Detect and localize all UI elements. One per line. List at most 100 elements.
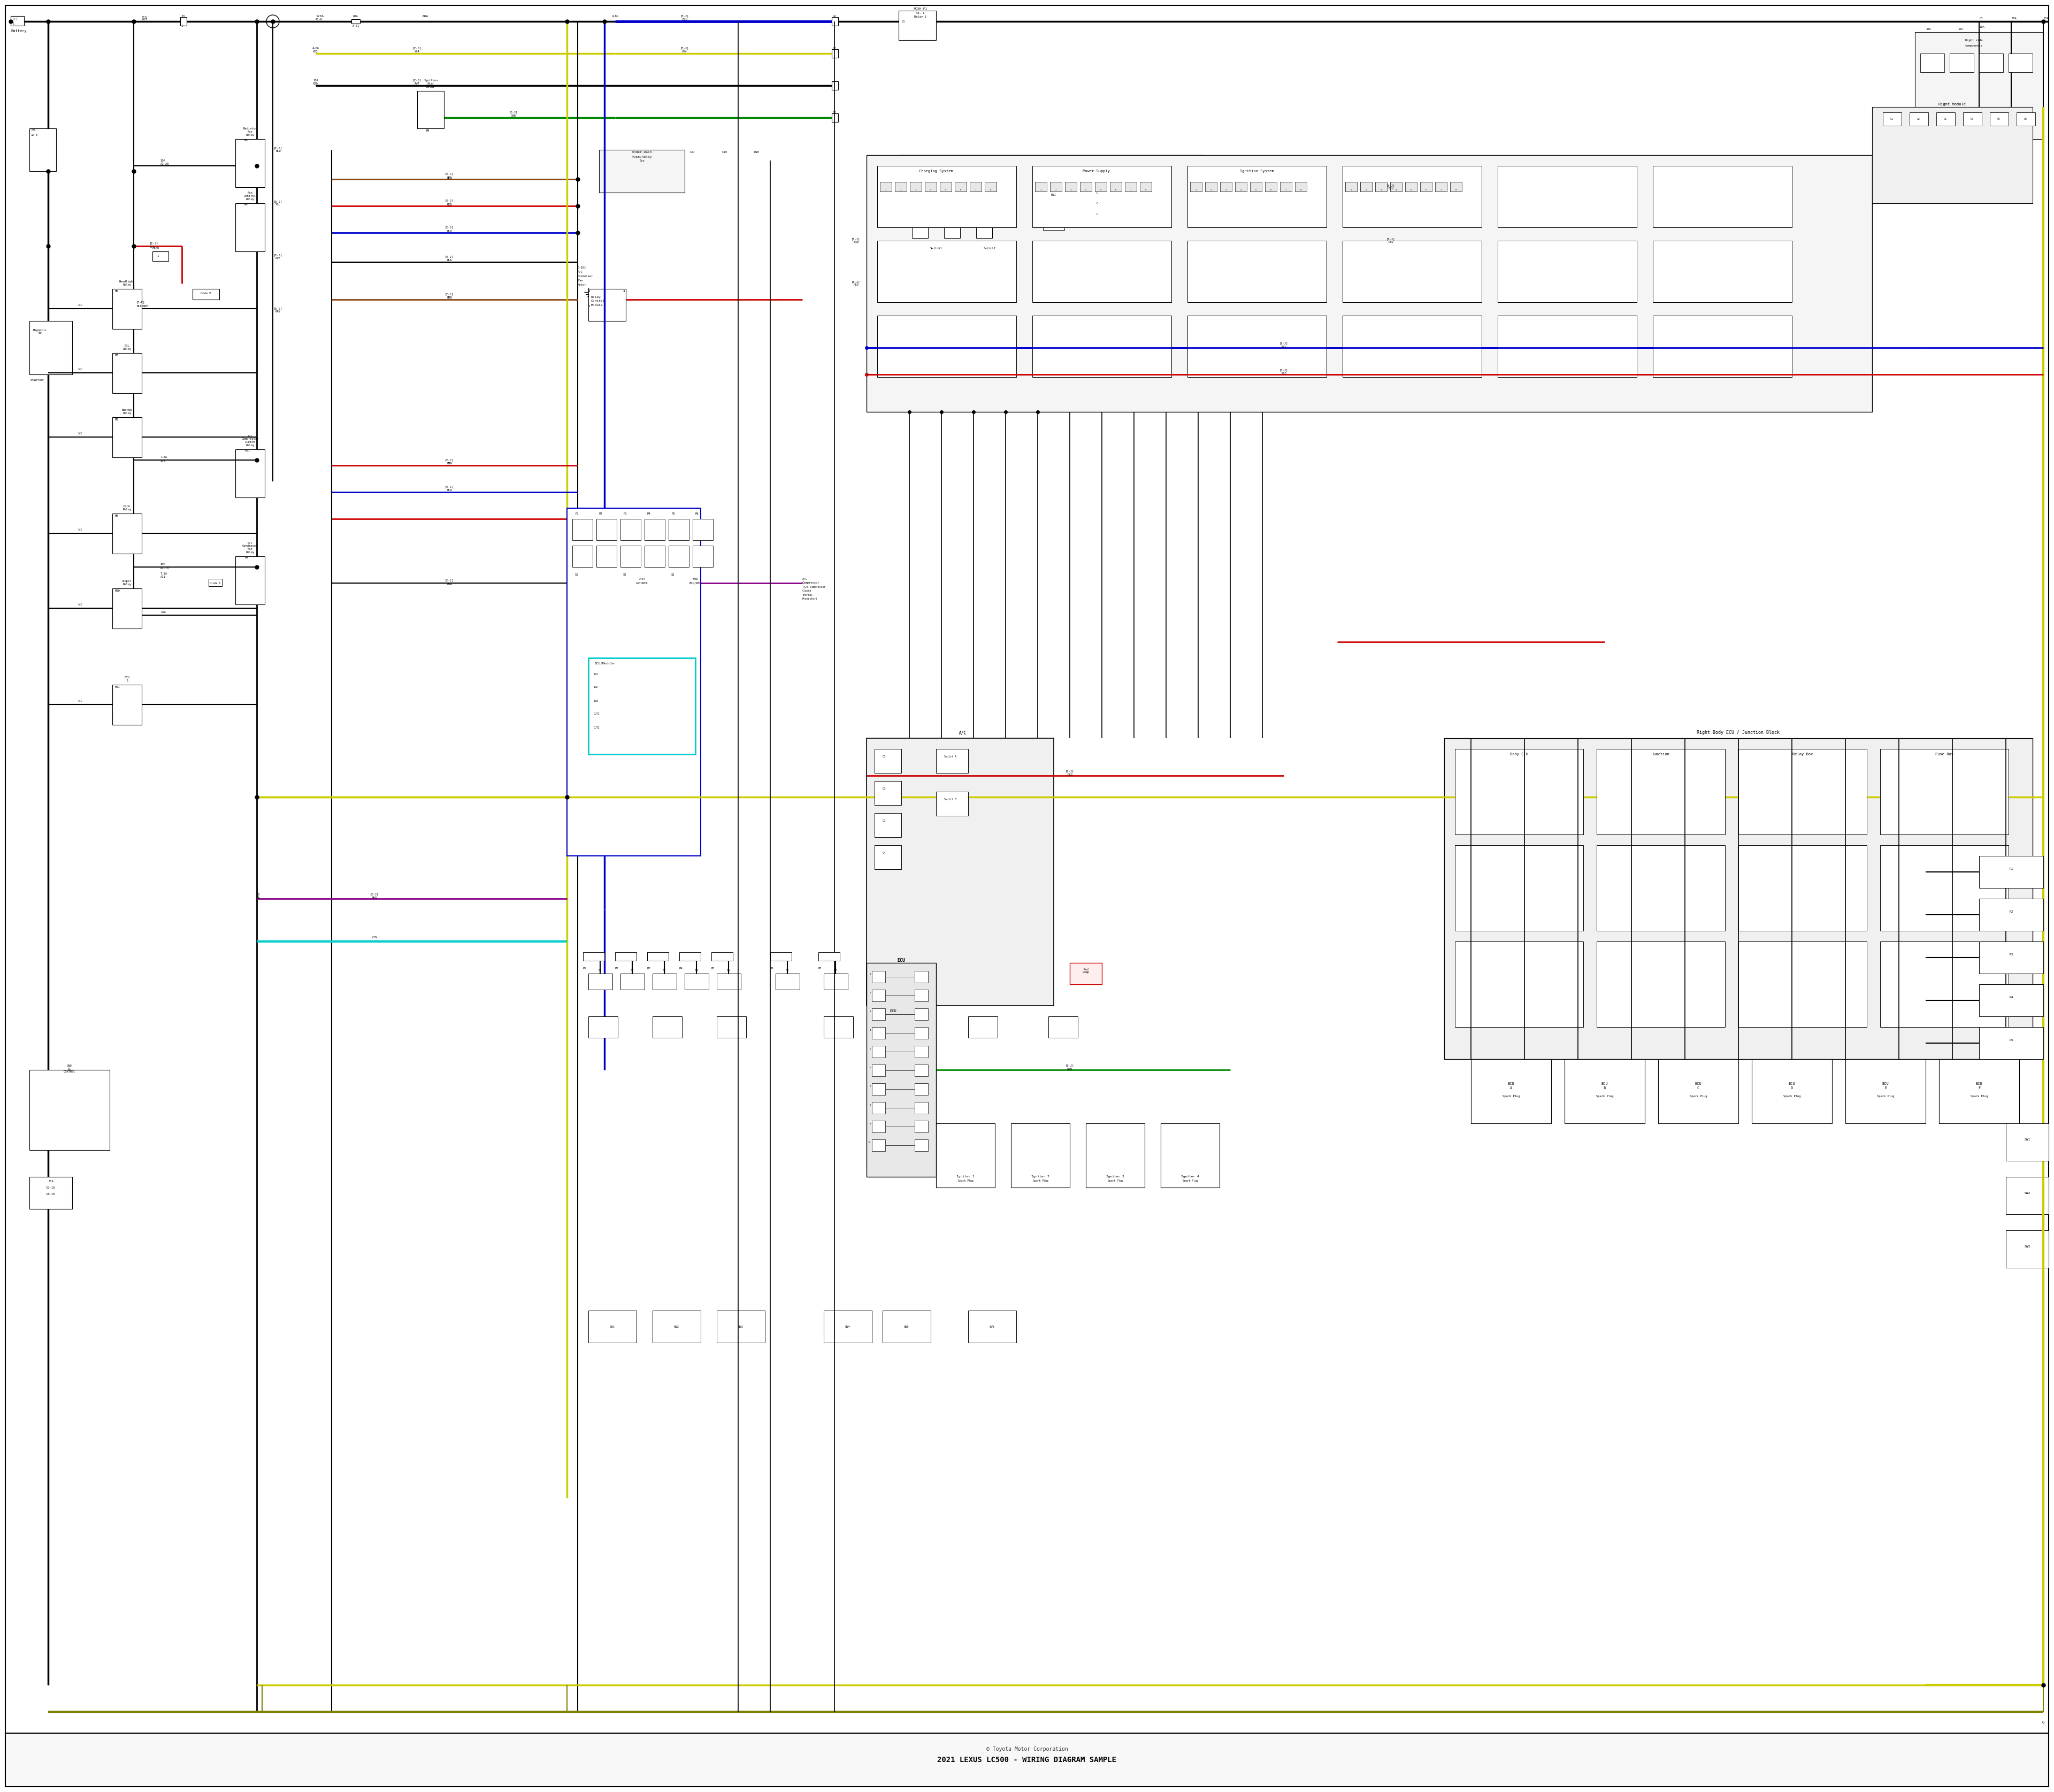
Bar — [967, 1016, 998, 1038]
Bar — [914, 1120, 928, 1133]
Bar — [883, 1310, 930, 1342]
Bar — [2007, 1231, 2048, 1267]
Text: [E-J]: [E-J] — [413, 47, 421, 50]
Bar — [1964, 113, 1982, 125]
Text: Spark Plug: Spark Plug — [1690, 1095, 1707, 1098]
Bar — [1738, 749, 1867, 835]
Bar — [680, 952, 700, 961]
Bar — [567, 509, 700, 857]
Text: 14C: 14C — [78, 303, 82, 306]
Text: 7.5A: 7.5A — [160, 572, 168, 575]
Text: SW1: SW1 — [2025, 1138, 2029, 1142]
Text: Radiator
Fan
Relay: Radiator Fan Relay — [242, 127, 257, 136]
Bar — [1070, 962, 1101, 984]
Bar — [914, 1140, 928, 1150]
Bar — [587, 658, 696, 754]
Text: Horn
Relay: Horn Relay — [123, 505, 131, 511]
Bar — [877, 1038, 887, 1052]
Text: G17: G17 — [918, 188, 922, 192]
Text: 10: 10 — [869, 1142, 871, 1143]
Bar — [1109, 181, 1121, 192]
Bar — [1879, 749, 2009, 835]
Bar — [1140, 181, 1152, 192]
Text: Code B: Code B — [201, 292, 212, 294]
Bar — [1220, 181, 1232, 192]
Text: BLU: BLU — [1282, 346, 1286, 348]
Bar — [914, 1009, 928, 1020]
Text: M8: M8 — [115, 419, 119, 421]
Text: Right Module: Right Module — [1939, 102, 1966, 106]
Text: Clutch: Clutch — [803, 590, 811, 593]
Bar — [210, 579, 222, 586]
Bar — [670, 520, 688, 539]
Bar — [867, 156, 1871, 412]
Text: M11: M11 — [244, 450, 251, 452]
Text: GND
IC
CONTROL: GND IC CONTROL — [64, 1064, 76, 1073]
Text: SW1: SW1 — [610, 1326, 614, 1328]
Text: [E1]: [E1] — [142, 16, 148, 18]
Text: P4: P4 — [647, 513, 651, 514]
Bar — [1080, 181, 1093, 192]
Text: [E-J]: [E-J] — [446, 486, 454, 487]
Text: C2: C2 — [883, 788, 885, 790]
Text: C3: C3 — [1943, 118, 1947, 120]
Bar — [824, 1310, 871, 1342]
Text: RED: RED — [1282, 373, 1286, 375]
Text: C19: C19 — [723, 151, 727, 154]
Text: F5: F5 — [727, 969, 731, 973]
Bar — [875, 846, 902, 869]
Bar — [867, 962, 937, 1177]
Bar — [620, 520, 641, 539]
Text: Spark Plug: Spark Plug — [1970, 1095, 1988, 1098]
Text: Switch2: Switch2 — [984, 247, 996, 251]
Text: ECU
D: ECU D — [1789, 1082, 1795, 1090]
Bar — [1914, 32, 2044, 140]
Text: Igniter 3: Igniter 3 — [1107, 1176, 1124, 1177]
Bar — [1454, 749, 1584, 835]
Text: R4: R4 — [2009, 996, 2013, 998]
Text: IN1: IN1 — [594, 672, 598, 676]
Text: SW3: SW3 — [737, 1326, 744, 1328]
Text: Red
Comp: Red Comp — [1082, 968, 1089, 973]
Bar — [236, 556, 265, 604]
Bar — [1033, 240, 1171, 303]
Bar — [974, 246, 1006, 267]
Text: 14C: 14C — [78, 367, 82, 371]
Text: M6: M6 — [115, 290, 119, 292]
Text: FC3H-F1: FC3H-F1 — [912, 7, 926, 11]
Text: Protector): Protector) — [803, 597, 817, 600]
Bar — [910, 181, 922, 192]
Text: Igniter 2: Igniter 2 — [1031, 1176, 1050, 1177]
Text: [E-J]
BLU: [E-J] BLU — [1386, 185, 1395, 190]
Text: [E-J]: [E-J] — [446, 459, 454, 461]
Bar — [904, 1093, 914, 1107]
Text: IN2: IN2 — [594, 686, 598, 688]
Bar — [645, 520, 665, 539]
Bar — [1265, 181, 1278, 192]
Bar — [1087, 1124, 1144, 1188]
Bar — [900, 156, 1204, 369]
Text: F7: F7 — [834, 969, 838, 973]
Bar — [912, 222, 928, 238]
Text: F1: F1 — [598, 969, 602, 973]
Text: 10A: 10A — [312, 79, 318, 82]
Text: 30A: 30A — [160, 563, 166, 566]
Bar — [877, 1093, 887, 1107]
Text: F2: F2 — [631, 969, 635, 973]
Text: WHT: WHT — [142, 18, 148, 22]
Bar — [1596, 749, 1725, 835]
Text: [E-J]
GRN: [E-J] GRN — [273, 308, 283, 314]
Bar — [875, 781, 902, 805]
Text: M10: M10 — [115, 590, 121, 593]
Bar — [1206, 181, 1216, 192]
Bar — [1980, 54, 2003, 72]
Bar — [896, 181, 906, 192]
Bar — [891, 1038, 902, 1052]
Bar — [583, 952, 604, 961]
Text: A2-10: A2-10 — [160, 566, 168, 570]
Text: C1: C1 — [1890, 118, 1894, 120]
Bar — [914, 1064, 928, 1077]
Text: 14C: 14C — [78, 529, 82, 530]
Text: Compressor: Compressor — [803, 582, 820, 584]
Text: BLU: BLU — [446, 489, 452, 491]
